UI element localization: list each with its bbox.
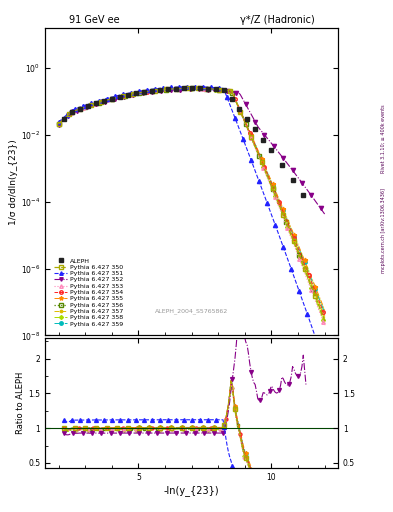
Text: ALEPH_2004_S5765862: ALEPH_2004_S5765862: [155, 308, 228, 314]
Legend: ALEPH, Pythia 6.427 350, Pythia 6.427 351, Pythia 6.427 352, Pythia 6.427 353, P: ALEPH, Pythia 6.427 350, Pythia 6.427 35…: [51, 255, 126, 329]
Text: Rivet 3.1.10; ≥ 400k events: Rivet 3.1.10; ≥ 400k events: [381, 104, 386, 173]
Text: 91 GeV ee: 91 GeV ee: [69, 15, 119, 25]
X-axis label: -ln(y_{23}): -ln(y_{23}): [164, 485, 219, 496]
Text: mcplots.cern.ch [arXiv:1306.3436]: mcplots.cern.ch [arXiv:1306.3436]: [381, 188, 386, 273]
Y-axis label: Ratio to ALEPH: Ratio to ALEPH: [17, 372, 26, 434]
Text: γ*/Z (Hadronic): γ*/Z (Hadronic): [240, 15, 314, 25]
Y-axis label: 1/σ dσ/dln(y_{23}): 1/σ dσ/dln(y_{23}): [9, 139, 18, 225]
